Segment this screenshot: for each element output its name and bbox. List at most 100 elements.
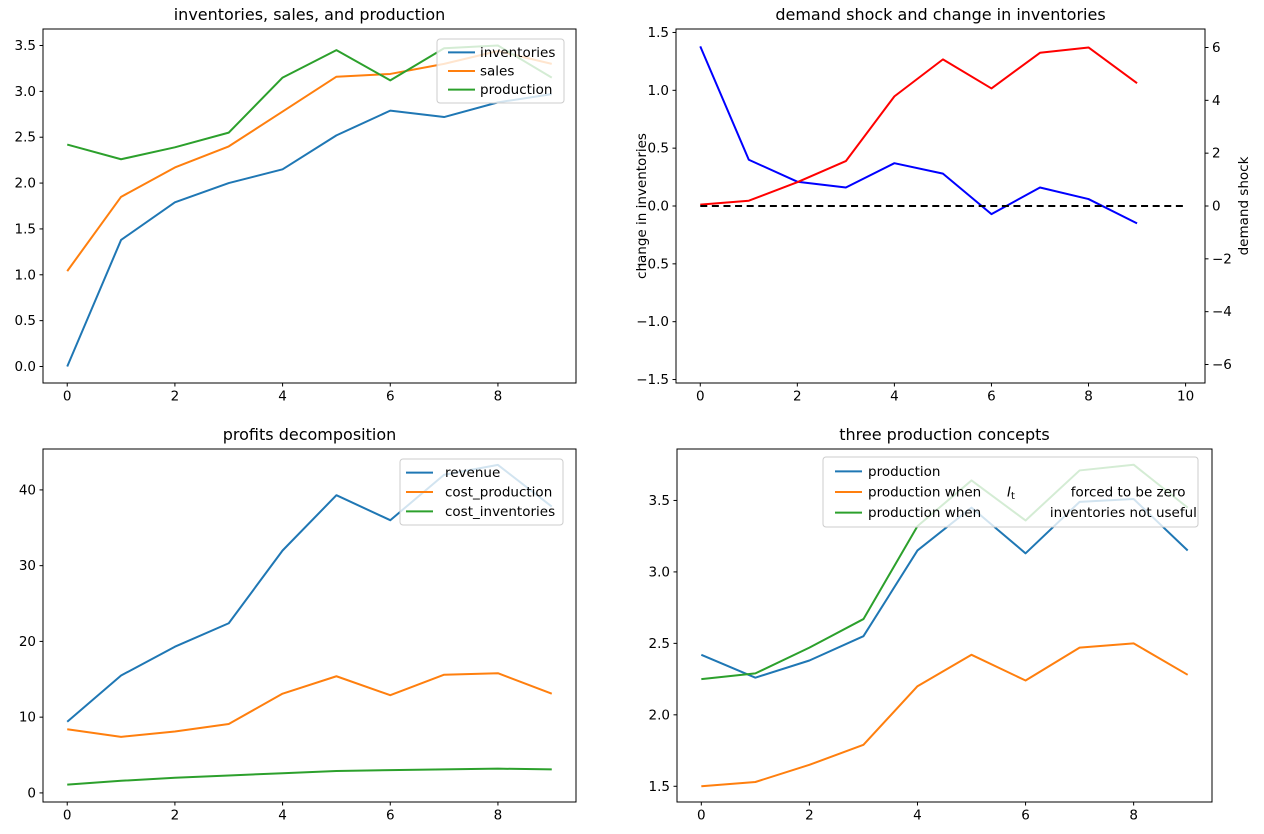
math-subscript-t: t	[1011, 491, 1015, 502]
legend-label: production when inventories not useful	[868, 505, 1197, 521]
y-tick-label: −0.5	[636, 256, 669, 272]
y-tick-label: 2.0	[649, 707, 670, 723]
y-tick-label-right: −6	[1212, 357, 1232, 373]
legend-label: production when It forced to be zero	[868, 485, 1185, 503]
chart-title: profits decomposition	[223, 425, 397, 444]
y-tick-label: 3.0	[649, 564, 670, 580]
x-tick-label: 4	[890, 389, 899, 405]
y-tick-label: 0.5	[15, 313, 36, 329]
legend-label-text: sales	[480, 64, 514, 80]
legend-box	[436, 38, 565, 104]
y-tick-label: 1.0	[15, 267, 36, 283]
y-tick-label: 1.5	[15, 221, 36, 237]
y-tick-label: 1.5	[648, 25, 669, 41]
x-tick-label: 10	[1177, 389, 1194, 405]
y-tick-label-right: 4	[1212, 93, 1221, 109]
x-tick-label: 8	[1084, 389, 1093, 405]
chart-profits-decomposition: profits decomposition 0 2 4 6 8 0 10 20 30 40 reven…	[19, 425, 577, 824]
plot-spines	[675, 28, 1206, 384]
legend-label: cost_inventories	[445, 504, 555, 520]
y-tick-label: 30	[19, 558, 36, 574]
chart-title: three production concepts	[839, 425, 1050, 444]
x-tick-label: 6	[386, 808, 395, 824]
legend-label-text: revenue	[445, 465, 500, 481]
x-tick-label: 6	[987, 389, 996, 405]
legend-label-text: forced to be zero	[1015, 485, 1186, 501]
series-line-change-in-inventories	[699, 45, 1138, 225]
x-tick-label: 8	[1129, 808, 1138, 824]
legend-label-text: cost_production	[445, 485, 552, 501]
legend-label: sales	[480, 64, 514, 80]
legend-label: production	[480, 82, 553, 98]
y-axis-left: 0 10 20 30 40	[19, 482, 43, 801]
legend-box	[399, 458, 564, 526]
series-line-demand-shock	[700, 46, 1138, 206]
y-tick-label-right: 0	[1212, 199, 1221, 215]
y-axis-label-right: demand shock	[1236, 156, 1252, 255]
y-tick-label: 2.0	[15, 176, 36, 192]
x-tick-label: 0	[63, 389, 72, 405]
x-tick-label: 8	[494, 389, 503, 405]
x-tick-label: 2	[171, 389, 180, 405]
y-tick-label-right: 6	[1212, 40, 1221, 56]
legend: production production when It forced to b…	[822, 456, 1199, 528]
math-italic-I: I	[1007, 485, 1011, 501]
legend-label-text: production	[480, 82, 553, 98]
y-tick-label: 2.5	[15, 130, 36, 146]
y-tick-label: 0.0	[15, 359, 36, 375]
y-tick-label: 0.0	[648, 199, 669, 215]
x-tick-label: 2	[171, 808, 180, 824]
series-line-inventories	[66, 93, 552, 367]
chart-demand-shock-and-change-in-inventories: demand shock and change in inventories 0 2…	[634, 5, 1252, 405]
x-tick-label: 4	[278, 808, 287, 824]
y-tick-label: 10	[19, 710, 36, 726]
y-tick-label: 1.0	[648, 83, 669, 99]
x-tick-label: 6	[386, 389, 395, 405]
y-tick-label: 40	[19, 482, 36, 498]
legend-label-text: inventories	[480, 45, 555, 61]
y-tick-label: 3.5	[649, 493, 670, 509]
series-line-cost-production	[67, 672, 553, 738]
series-line-production-when-it-forced-to-be-zero	[701, 642, 1189, 788]
legend: inventories sales production	[436, 38, 565, 104]
x-tick-label: 8	[494, 808, 503, 824]
y-tick-label: 0	[27, 785, 36, 801]
y-tick-label: 2.5	[649, 636, 670, 652]
x-tick-label: 0	[696, 389, 705, 405]
x-tick-label: 0	[697, 808, 706, 824]
x-tick-label: 2	[805, 808, 814, 824]
y-tick-label: 0.5	[648, 141, 669, 157]
legend: revenue cost_production cost_inventories	[399, 458, 564, 526]
chart-title: demand shock and change in inventories	[775, 5, 1105, 24]
y-tick-label: −1.0	[636, 314, 669, 330]
y-tick-label: 3.0	[15, 84, 36, 100]
y-axis-left: −1.5 −1.0 −0.5 0.0 0.5 1.0 1.5	[636, 25, 676, 388]
y-axis-left: 1.5 2.0 2.5 3.0 3.5	[649, 493, 677, 795]
x-tick-label: 0	[63, 808, 72, 824]
x-tick-label: 6	[1021, 808, 1030, 824]
series-line-cost-inventories	[67, 767, 552, 786]
plot-spines	[676, 448, 1213, 803]
legend-label: inventories	[480, 45, 555, 61]
legend-box	[822, 456, 1199, 528]
y-axis-right: −6 −4 −2 0 2 4 6	[1205, 40, 1232, 373]
chart-title: inventories, sales, and production	[174, 5, 446, 24]
legend-label: cost_production	[445, 485, 552, 501]
x-tick-label: 4	[278, 389, 287, 405]
x-tick-label: 4	[913, 808, 922, 824]
x-tick-label: 2	[793, 389, 802, 405]
legend-label: revenue	[445, 465, 500, 481]
y-tick-label: −1.5	[636, 372, 669, 388]
y-tick-label-right: −2	[1212, 251, 1232, 267]
y-tick-label: 20	[19, 634, 36, 650]
x-axis: 0 2 4 6 8	[697, 802, 1138, 824]
x-axis: 0 2 4 6 8	[63, 802, 502, 824]
legend-label-text: production when	[868, 485, 1007, 501]
x-axis: 0 2 4 6 8	[63, 383, 502, 405]
legend-label-text: cost_inventories	[445, 504, 555, 520]
y-tick-label: 1.5	[649, 779, 670, 795]
legend-label-text: production when inventories not useful	[868, 505, 1197, 521]
